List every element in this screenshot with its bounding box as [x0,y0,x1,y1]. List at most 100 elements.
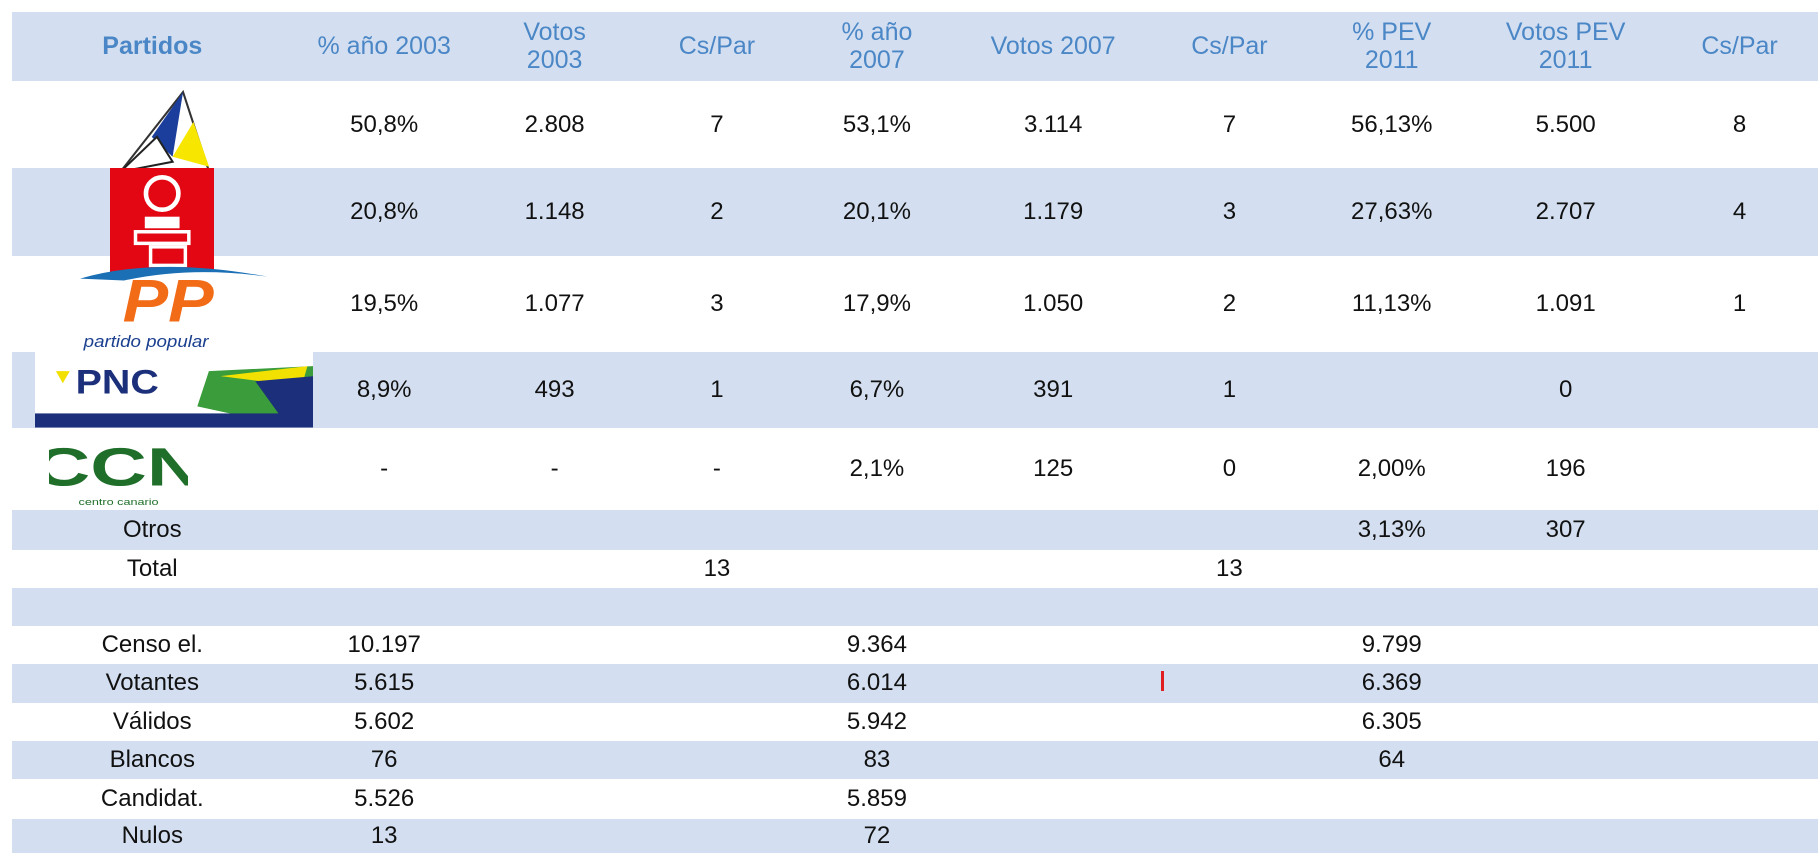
table-cell: Censo el. [101,631,203,659]
table-cell: 7 [1222,110,1237,138]
party-logo: PNC [34,351,314,428]
table-cell: % año 2003 [317,32,451,61]
table-row: Candidat. 5.526 5.859 [12,779,1818,818]
table-cell: 5.526 [354,784,415,812]
table-cell: Votantes [105,669,199,697]
table-cell: 8,9% [356,376,412,404]
table-row: Votantes 5.615 6.014 6.369 [12,664,1818,703]
table-cell: 56,13% [1351,110,1433,138]
table-cell: Cs/Par [678,32,756,61]
table-cell: 64 [1378,746,1406,773]
table-row: Partidos % año 2003 Votos 2003 Cs/Par % año … [12,11,1818,82]
table-cell: - [550,454,559,482]
table-row: 50,8% 2.808 7 53,1% 3.114 7 56,13% 5.500 8 [12,81,1818,168]
table-cell: % año 2007 [841,18,913,75]
table-cell: 2.707 [1535,198,1596,226]
table-cell: 3 [1222,198,1237,226]
table-cell: 307 [1545,515,1586,543]
table-cell: Votos 2007 [990,32,1116,61]
table-cell: 13 [370,821,398,849]
table-cell: Nulos [121,821,183,849]
table-cell: 5.615 [354,669,415,697]
table-cell: 50,8% [350,110,419,138]
table-cell: 9.799 [1361,631,1422,659]
table-row: Otros 3,13% 307 [12,510,1818,550]
table-cell: 1 [710,376,724,404]
table-cell: Votos PEV 2011 [1505,18,1626,75]
table-row: Censo el. 10.197 9.364 9.799 [12,626,1818,664]
table-cell: 13 [703,554,731,582]
party-logo [110,168,215,273]
table-cell: 1.050 [1023,290,1084,318]
table-cell: 5.859 [846,784,907,812]
table-cell: 1 [1732,290,1747,318]
logo-text: CCN [49,437,188,497]
party-logo [117,89,211,174]
table-cell: 196 [1545,454,1586,482]
table-cell: 53,1% [842,110,911,138]
red-mark [1161,671,1164,691]
table-cell: Total [126,554,178,582]
table-cell: 11,13% [1351,290,1432,318]
table-cell: Cs/Par [1701,32,1778,61]
table-cell: 7 [710,110,724,138]
table-cell: 493 [534,376,575,404]
table-cell: 6.305 [1361,707,1422,735]
table-cell: 1.148 [524,198,585,226]
table-cell: 3,13% [1357,515,1426,543]
table-cell: Válidos [112,707,192,735]
table-row: Total 13 13 [12,550,1818,588]
table-row: 19,5% 1.077 3 17,9% 1.050 2 11,13% 1.091 1 [12,256,1818,352]
table-cell: Votos 2003 [523,18,586,75]
table-cell: 391 [1033,376,1074,404]
table-cell: 72 [863,821,891,849]
table-cell: 1 [1222,376,1237,404]
table-row: 20,8% 1.148 2 20,1% 1.179 3 27,63% 2.707 4 [12,168,1818,257]
table-cell: 3 [710,290,724,318]
table-cell: 2.808 [524,110,585,138]
table-cell: 27,63% [1351,198,1433,226]
party-logo: CCNcentro canario [49,437,188,507]
table-cell: 2 [1222,290,1237,318]
table-cell: 20,8% [350,198,419,226]
table-cell: - [712,454,721,482]
table-cell: 125 [1033,454,1074,482]
table-row [12,587,1818,627]
table-cell: 9.364 [846,631,907,659]
table-cell: 3.114 [1024,110,1083,138]
logo-text: PNC [75,363,158,401]
table-cell: 6.369 [1361,669,1422,697]
table-cell: 6.014 [846,669,907,697]
table-cell: 0 [1222,454,1237,482]
table-row: Blancos 76 83 64 [12,740,1818,780]
table-cell: 5.602 [354,707,415,735]
table-row: Nulos 13 72 [12,818,1818,853]
table-cell: - [380,454,389,482]
logo-text: PP [123,267,215,335]
table-cell: Otros [122,515,182,543]
table-cell: 2,1% [849,454,905,482]
table-cell: 17,9% [842,290,911,318]
table-row: Válidos 5.602 5.942 6.305 [12,703,1818,741]
table-cell: Partidos [102,32,203,61]
table-cell: 0 [1558,376,1573,404]
table-cell: Blancos [109,746,195,773]
table-cell: Cs/Par [1191,32,1268,61]
table-cell: 5.500 [1535,110,1596,138]
table-cell: 83 [863,746,891,773]
table-cell: 10.197 [347,631,421,659]
table-cell: 5.942 [846,707,907,735]
table-row: - - - 2,1% 125 0 2,00% 196 [12,428,1818,510]
logo-text: partido popular [83,332,210,351]
table-cell: 1.077 [524,290,585,318]
table-cell: 1.091 [1535,290,1596,318]
table-cell: 2,00% [1357,454,1426,482]
table-cell: 1.179 [1023,198,1084,226]
table-cell: 4 [1732,198,1747,226]
table-cell: % PEV 2011 [1352,18,1432,75]
table-cell: 19,5% [350,290,419,318]
table-cell: Candidat. [100,784,204,812]
table-cell: 8 [1732,110,1747,138]
